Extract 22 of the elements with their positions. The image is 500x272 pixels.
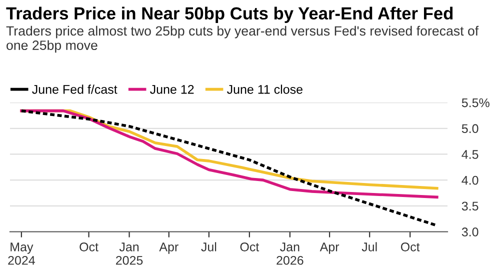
y-tick-label: 5.0 — [462, 124, 478, 134]
y-tick-label: 5.5% — [462, 98, 490, 108]
chart-title: Traders Price in Near 50bp Cuts by Year-End After Fed — [6, 6, 453, 23]
x-tick-label: Oct — [80, 242, 98, 252]
x-tick-label: Jan 2025 — [116, 242, 143, 265]
y-tick-label: 4.0 — [462, 176, 478, 185]
x-tick-label: Oct — [400, 242, 420, 252]
x-tick-label: May 2024 — [8, 242, 35, 265]
x-tick-label: Apr — [159, 242, 178, 254]
legend-label: June Fed f/cast — [32, 84, 118, 94]
x-tick-label: Jul — [201, 242, 216, 252]
x-tick-label: Apr — [320, 242, 340, 254]
x-tick-label: Jan 2026 — [276, 242, 304, 265]
y-tick-label: 4.5 — [462, 150, 478, 159]
x-tick-label: Jul — [362, 242, 377, 252]
chart-subtitle: Traders price almost two 25bp cuts by year-end versus Fed's revised forecast of one 25bp move — [6, 26, 479, 53]
line-series — [20, 109, 438, 227]
legend-label: June 11 close — [227, 84, 302, 94]
y-tick-label: 3.0 — [462, 228, 478, 236]
y-tick-label: 3.5 — [462, 202, 478, 211]
legend-label: June 12 — [150, 84, 194, 94]
x-tick-label: Oct — [240, 242, 260, 252]
